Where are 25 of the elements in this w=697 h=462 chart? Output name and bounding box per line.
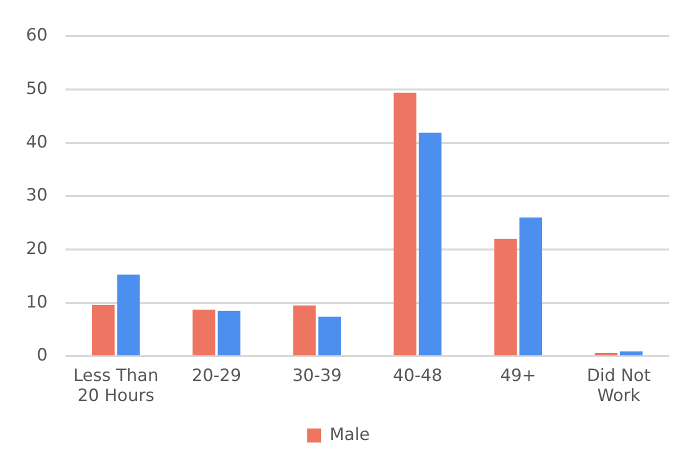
y-tick-label: 0 bbox=[36, 346, 48, 366]
y-tick-label: 40 bbox=[26, 132, 48, 152]
x-tick-label: 40-48 bbox=[392, 366, 442, 386]
y-tick-label: 60 bbox=[26, 26, 48, 46]
bar bbox=[192, 310, 216, 356]
x-tick-label: 20-29 bbox=[192, 366, 242, 386]
bar bbox=[620, 351, 643, 356]
y-tick-label: 50 bbox=[26, 78, 48, 99]
bar bbox=[92, 305, 115, 356]
x-tick-label: Did Not Work bbox=[586, 366, 651, 406]
bar bbox=[394, 92, 416, 356]
y-tick-label: 10 bbox=[26, 292, 48, 312]
legend-label: Male bbox=[330, 424, 370, 445]
x-tick-label: 49+ bbox=[500, 366, 536, 386]
bar bbox=[117, 274, 140, 356]
bar bbox=[519, 218, 542, 356]
y-tick-label: 30 bbox=[26, 186, 48, 206]
x-tick-label: Less Than 20 Hours bbox=[73, 366, 158, 406]
bar bbox=[494, 238, 517, 356]
x-tick-label: 30-39 bbox=[292, 366, 342, 386]
bar bbox=[318, 316, 341, 356]
bar bbox=[293, 306, 316, 356]
bar bbox=[218, 310, 240, 356]
bar bbox=[418, 132, 442, 356]
y-tick-label: 20 bbox=[26, 238, 48, 259]
